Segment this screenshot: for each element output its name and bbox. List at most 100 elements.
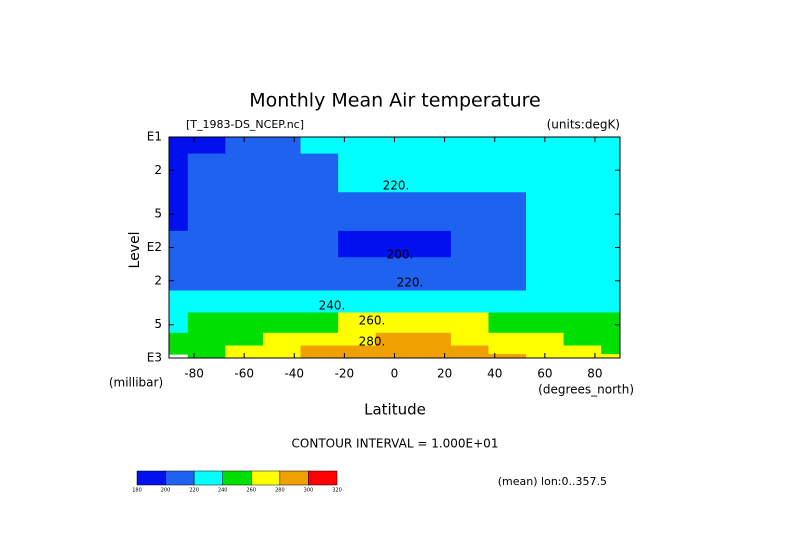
x-axis-units: (degrees_north) — [538, 383, 634, 397]
contour-cell — [413, 153, 452, 193]
contour-cell — [262, 290, 302, 313]
contour-cell — [300, 312, 339, 334]
contour-cell — [187, 312, 226, 334]
contour-cell — [169, 192, 189, 232]
contour-cell — [563, 273, 602, 291]
contour-cell — [187, 354, 226, 359]
x-tick-label: 60 — [537, 367, 552, 381]
colorbar-swatch — [193, 470, 223, 486]
contour-cell — [169, 153, 189, 193]
contour-cell — [225, 153, 264, 193]
contour-cell — [187, 137, 226, 155]
contour-cell — [300, 345, 339, 355]
contour-cell — [375, 257, 414, 275]
colorbar-swatch — [222, 470, 252, 486]
contour-cell — [262, 257, 302, 275]
x-tick-label: 40 — [487, 367, 502, 381]
contour-cell — [375, 153, 414, 193]
contour-cell — [225, 273, 264, 291]
contour-cell — [375, 273, 414, 291]
contour-cell — [300, 192, 339, 232]
contour-cell — [169, 230, 189, 258]
contour-cell — [375, 312, 414, 334]
x-tick-label: 20 — [437, 367, 452, 381]
contour-cell — [601, 192, 621, 232]
contour-cell — [601, 354, 621, 359]
contour-cell — [338, 290, 377, 313]
contour-cell — [526, 312, 565, 334]
colorbar-label: 180 — [132, 488, 142, 494]
contour-cell — [413, 273, 452, 291]
contour-cell — [601, 257, 621, 275]
contour-cell — [563, 230, 602, 258]
contour-cell — [563, 312, 602, 334]
contour-cell — [262, 192, 302, 232]
contour-cell — [488, 345, 527, 355]
contour-cell — [488, 153, 527, 193]
contour-cell — [187, 345, 226, 355]
y-tick-label: E3 — [147, 351, 162, 365]
contour-cell — [169, 332, 189, 347]
contour-cell — [262, 230, 302, 258]
y-tick-label: E2 — [147, 240, 162, 254]
contour-interval: CONTOUR INTERVAL = 1.000E+01 — [292, 437, 499, 451]
y-axis-units: (millibar) — [109, 376, 163, 390]
colorbar-label: 220 — [189, 488, 199, 494]
contour-label: 220. — [383, 179, 410, 193]
contour-cell — [601, 332, 621, 347]
contour-cell — [225, 257, 264, 275]
contour-cell — [262, 354, 302, 359]
contour-cell — [187, 290, 226, 313]
contour-cell — [450, 137, 489, 155]
contour-cell — [225, 192, 264, 232]
colorbar-swatch — [279, 470, 309, 486]
contour-cell — [450, 257, 489, 275]
contour-cell — [601, 290, 621, 313]
contour-cell — [338, 137, 377, 155]
contour-cell — [338, 332, 377, 347]
contour-cell — [450, 345, 489, 355]
colorbar-label: 200 — [161, 488, 171, 494]
contour-cell — [300, 290, 339, 313]
contour-cell — [488, 354, 527, 359]
contour-cell — [225, 345, 264, 355]
contour-cell — [526, 345, 565, 355]
contour-cell — [450, 230, 489, 258]
x-tick-label: 80 — [587, 367, 602, 381]
contour-cell — [563, 153, 602, 193]
contour-cell — [488, 192, 527, 232]
contour-label: 260. — [359, 314, 386, 328]
footnote: (mean) lon:0..357.5 — [498, 475, 607, 488]
contour-cell — [601, 273, 621, 291]
contour-cell — [225, 137, 264, 155]
contour-cell — [187, 230, 226, 258]
contour-cell — [601, 230, 621, 258]
contour-cell — [488, 257, 527, 275]
colorbar-swatch — [136, 470, 166, 486]
contour-cell — [169, 257, 189, 275]
contour-cell — [375, 137, 414, 155]
contour-cell — [169, 137, 189, 155]
contour-cell — [450, 153, 489, 193]
contour-cell — [262, 332, 302, 347]
y-tick-label: 2 — [154, 273, 162, 287]
colorbar-label: 320 — [332, 488, 342, 494]
contour-cell — [450, 273, 489, 291]
contour-cell — [169, 273, 189, 291]
units-label: (units:degK) — [547, 118, 620, 132]
contour-cell — [225, 290, 264, 313]
x-axis-title: Latitude — [364, 401, 426, 419]
contour-cell — [338, 345, 377, 355]
contour-cell — [488, 332, 527, 347]
contour-cell — [187, 273, 226, 291]
contour-cell — [338, 273, 377, 291]
contour-cell — [488, 137, 527, 155]
contour-cell — [413, 192, 452, 232]
contour-cell — [375, 332, 414, 347]
contour-cell — [601, 153, 621, 193]
contour-cell — [413, 354, 452, 359]
contour-cell — [413, 345, 452, 355]
colorbar-label: 280 — [275, 488, 285, 494]
x-tick-label: -20 — [335, 367, 355, 381]
contour-cell — [338, 312, 377, 334]
